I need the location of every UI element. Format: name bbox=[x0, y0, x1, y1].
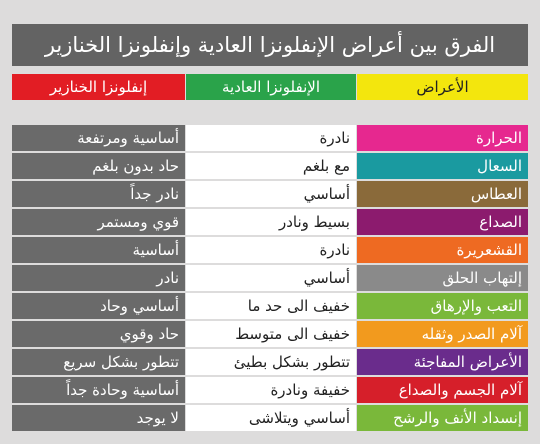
symptom-cell: السعال bbox=[357, 153, 528, 179]
table-row: لا يوجد أساسي ويتلاشى إنسداد الأنف والرشح bbox=[12, 405, 528, 431]
symptom-cell: آلام الصدر وثقله bbox=[357, 321, 528, 347]
table-row: أساسية وحادة جداً خفيفة ونادرة آلام الجسم … bbox=[12, 377, 528, 403]
symptom-cell: التعب والإرهاق bbox=[357, 293, 528, 319]
header-symptoms: الأعراض bbox=[357, 74, 528, 100]
swine-flu-cell: نادر bbox=[12, 265, 185, 291]
table-row: حاد وقوي خفيف الى متوسط آلام الصدر وثقله bbox=[12, 321, 528, 347]
symptom-cell: آلام الجسم والصداع bbox=[357, 377, 528, 403]
swine-flu-cell: نادر جداً bbox=[12, 181, 185, 207]
header-regular-flu: الإنفلونزا العادية bbox=[186, 74, 356, 100]
regular-flu-cell: تتطور بشكل بطيئ bbox=[186, 349, 356, 375]
swine-flu-cell: أساسية وحادة جداً bbox=[12, 377, 185, 403]
regular-flu-cell: خفيف الى متوسط bbox=[186, 321, 356, 347]
table-row: أساسي وحاد خفيف الى حد ما التعب والإرهاق bbox=[12, 293, 528, 319]
swine-flu-cell: لا يوجد bbox=[12, 405, 185, 431]
comparison-table: أساسية ومرتفعة نادرة الحرارة حاد بدون بلغم م… bbox=[12, 125, 528, 433]
regular-flu-cell: خفيفة ونادرة bbox=[186, 377, 356, 403]
table-row: نادر جداً أساسي العطاس bbox=[12, 181, 528, 207]
table-row: أساسية ومرتفعة نادرة الحرارة bbox=[12, 125, 528, 151]
table-row: أساسية نادرة القشعريرة bbox=[12, 237, 528, 263]
regular-flu-cell: أساسي bbox=[186, 265, 356, 291]
symptom-cell: الأعراض المفاجئة bbox=[357, 349, 528, 375]
table-row: قوي ومستمر بسيط ونادر الصداع bbox=[12, 209, 528, 235]
symptom-cell: القشعريرة bbox=[357, 237, 528, 263]
regular-flu-cell: مع بلغم bbox=[186, 153, 356, 179]
table-row: تتطور بشكل سريع تتطور بشكل بطيئ الأعراض ال… bbox=[12, 349, 528, 375]
regular-flu-cell: بسيط ونادر bbox=[186, 209, 356, 235]
header-swine-flu: إنفلونزا الخنازير bbox=[12, 74, 185, 100]
symptom-cell: الحرارة bbox=[357, 125, 528, 151]
table-row: نادر أساسي إلتهاب الحلق bbox=[12, 265, 528, 291]
page-title: الفرق بين أعراض الإنفلونزا العادية وإنفل… bbox=[12, 24, 528, 66]
symptom-cell: إلتهاب الحلق bbox=[357, 265, 528, 291]
swine-flu-cell: قوي ومستمر bbox=[12, 209, 185, 235]
regular-flu-cell: نادرة bbox=[186, 237, 356, 263]
swine-flu-cell: أساسية ومرتفعة bbox=[12, 125, 185, 151]
symptom-cell: إنسداد الأنف والرشح bbox=[357, 405, 528, 431]
swine-flu-cell: حاد بدون بلغم bbox=[12, 153, 185, 179]
table-row: حاد بدون بلغم مع بلغم السعال bbox=[12, 153, 528, 179]
swine-flu-cell: أساسي وحاد bbox=[12, 293, 185, 319]
symptom-cell: العطاس bbox=[357, 181, 528, 207]
regular-flu-cell: خفيف الى حد ما bbox=[186, 293, 356, 319]
swine-flu-cell: حاد وقوي bbox=[12, 321, 185, 347]
swine-flu-cell: أساسية bbox=[12, 237, 185, 263]
regular-flu-cell: أساسي ويتلاشى bbox=[186, 405, 356, 431]
regular-flu-cell: نادرة bbox=[186, 125, 356, 151]
regular-flu-cell: أساسي bbox=[186, 181, 356, 207]
swine-flu-cell: تتطور بشكل سريع bbox=[12, 349, 185, 375]
symptom-cell: الصداع bbox=[357, 209, 528, 235]
